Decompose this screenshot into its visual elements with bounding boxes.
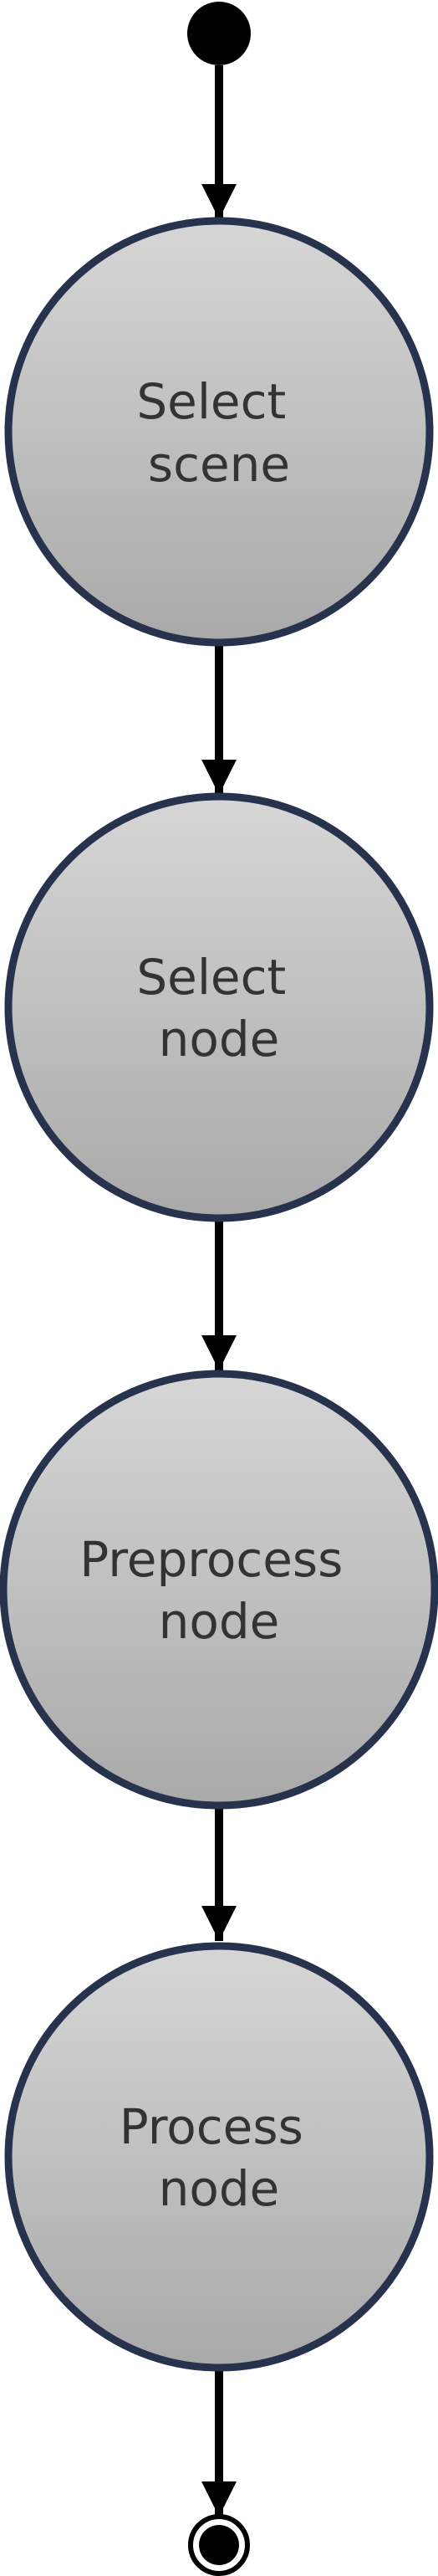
state-label-line2: node xyxy=(159,1011,280,1068)
state-label: Preprocess node xyxy=(79,1531,359,1650)
state-label-line1: Select xyxy=(136,373,286,430)
state-label-line1: Select xyxy=(136,949,286,1006)
state-select-node[interactable]: Select node xyxy=(4,792,434,1222)
state-circle xyxy=(4,217,434,647)
state-label: Process node xyxy=(120,2098,318,2217)
state-circle xyxy=(4,1942,434,2372)
state-label-line1: Process xyxy=(120,2098,303,2155)
state-circle xyxy=(4,792,434,1222)
end-node xyxy=(188,2514,250,2576)
state-label-line2: node xyxy=(159,2160,280,2217)
end-node-core xyxy=(199,2525,239,2565)
state-label-line1: Preprocess xyxy=(79,1531,343,1588)
state-circle xyxy=(0,1370,438,1810)
state-label: Select node xyxy=(136,949,301,1068)
state-preprocess-node[interactable]: Preprocess node xyxy=(0,1370,438,1810)
state-process-node[interactable]: Process node xyxy=(4,1942,434,2372)
state-label-line2: node xyxy=(159,1593,280,1650)
state-select-scene[interactable]: Select scene xyxy=(4,217,434,647)
state-label: Select scene xyxy=(136,373,301,493)
start-node xyxy=(187,2,251,65)
state-label-line2: scene xyxy=(148,436,290,493)
